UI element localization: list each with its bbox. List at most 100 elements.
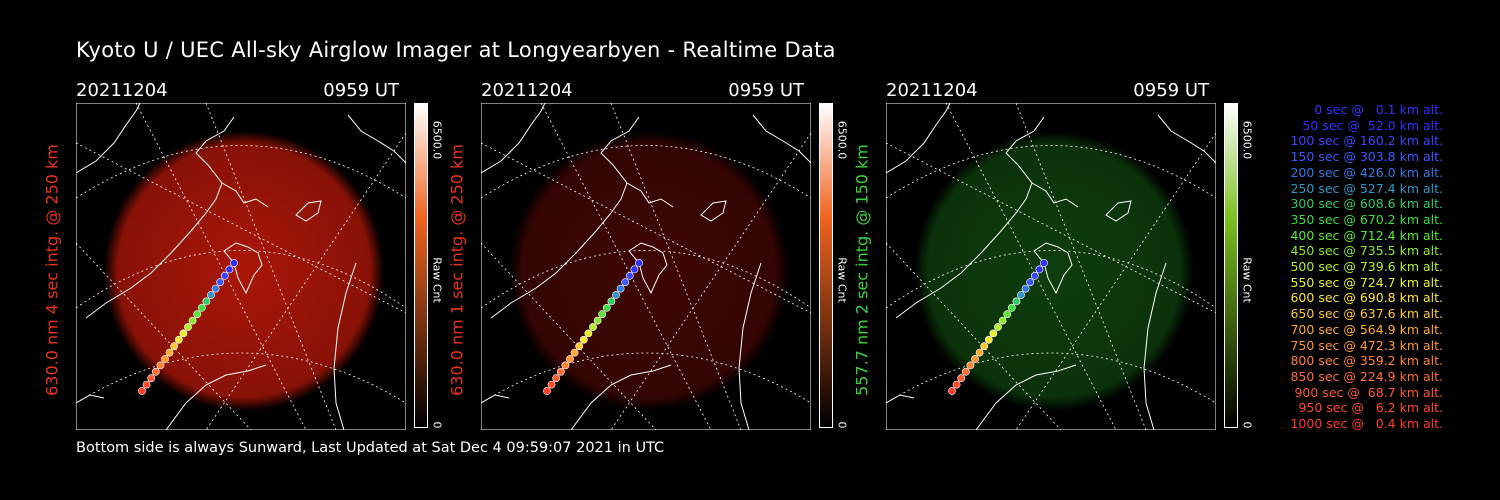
trajectory-point xyxy=(543,387,551,395)
trajectory-point xyxy=(211,284,220,293)
graticule-line xyxy=(610,103,742,430)
trajectory-point xyxy=(179,329,188,338)
page-title: Kyoto U / UEC All-sky Airglow Imager at … xyxy=(76,38,836,62)
panel-time: 0959 UT xyxy=(728,80,804,101)
legend-item: 450 sec @ 735.5 km alt. xyxy=(1290,243,1443,259)
trajectory-point xyxy=(984,335,993,344)
panel-ylabel: 557.7 nm 2 sec intg. @ 150 km xyxy=(852,144,872,396)
trajectory-point xyxy=(151,367,160,376)
coastline xyxy=(481,394,510,404)
coastline xyxy=(481,103,546,174)
legend-item: 600 sec @ 690.8 km alt. xyxy=(1290,290,1443,306)
panel-date: 20211204 xyxy=(886,80,978,101)
allsky-map xyxy=(886,103,1216,430)
coastline xyxy=(886,394,915,404)
footer-note: Bottom side is always Sunward, Last Upda… xyxy=(76,440,665,456)
coastline xyxy=(628,242,668,295)
trajectory-point xyxy=(207,291,215,299)
graticule-line xyxy=(481,145,811,199)
trajectory-point xyxy=(552,374,561,383)
imager-panel-557-2sec: 20211204 0959 UT 557.7 nm 2 sec intg. @ … xyxy=(853,80,1306,430)
trajectory-point xyxy=(625,271,634,280)
colorbar-unit-label: Raw Cnt xyxy=(1240,257,1254,303)
trajectory-point xyxy=(174,335,183,344)
graticule-line xyxy=(540,103,712,430)
panel-ylabel: 630.0 nm 1 sec intg. @ 250 km xyxy=(447,144,467,396)
trajectory-point xyxy=(635,259,643,267)
legend-item: 900 sec @ 68.7 km alt. xyxy=(1294,384,1443,400)
trajectory-point xyxy=(994,323,1002,331)
trajectory-point xyxy=(556,367,565,376)
legend-item: 350 sec @ 670.2 km alt. xyxy=(1290,211,1443,227)
trajectory-point xyxy=(1021,284,1030,293)
coastline xyxy=(700,200,727,222)
coastline xyxy=(221,182,269,208)
trajectory-point xyxy=(147,374,156,383)
trajectory-point xyxy=(616,284,625,293)
trajectory-point xyxy=(980,342,989,351)
trajectory-point xyxy=(1035,265,1044,274)
panel-time: 0959 UT xyxy=(323,80,399,101)
airglow-image xyxy=(104,131,384,411)
trajectory-point xyxy=(570,348,579,357)
trajectory-legend: 0 sec @ 0.1 km alt. 50 sec @ 52.0 km alt… xyxy=(1265,102,1443,432)
airglow-image xyxy=(914,131,1194,411)
trajectory-point xyxy=(1007,303,1016,312)
trajectory-point xyxy=(989,329,998,338)
trajectory-point xyxy=(202,297,211,306)
graticule-line xyxy=(481,142,811,314)
graticule-line xyxy=(886,142,1216,314)
panel-date: 20211204 xyxy=(481,80,573,101)
colorbar-max-label: 6500.0 xyxy=(835,120,849,160)
coastline xyxy=(1033,242,1073,295)
allsky-map xyxy=(76,103,406,430)
colorbar-min-label: 0 xyxy=(430,421,444,429)
trajectory-point xyxy=(966,361,975,370)
legend-item: 400 sec @ 712.4 km alt. xyxy=(1290,227,1443,243)
graticule-line xyxy=(481,250,811,309)
coastline xyxy=(347,114,406,164)
legend-item: 800 sec @ 359.2 km alt. xyxy=(1290,353,1443,369)
trajectory-point xyxy=(142,380,151,389)
graticule-line xyxy=(76,142,406,314)
trajectory-point xyxy=(138,387,146,395)
legend-item: 150 sec @ 303.8 km alt. xyxy=(1290,149,1443,165)
legend-item: 500 sec @ 739.6 km alt. xyxy=(1290,259,1443,275)
colorbar xyxy=(414,103,428,428)
coastline xyxy=(1031,182,1079,208)
trajectory-point xyxy=(607,297,616,306)
legend-item: 0 sec @ 0.1 km alt. xyxy=(1314,102,1443,117)
coastline xyxy=(895,116,1045,319)
trajectory-point xyxy=(1040,259,1048,267)
coastline xyxy=(76,103,141,174)
trajectory-point xyxy=(1003,310,1012,319)
graticule-line xyxy=(76,250,406,309)
colorbar xyxy=(819,103,833,428)
trajectory-point xyxy=(630,265,639,274)
panel-date: 20211204 xyxy=(76,80,168,101)
coastline xyxy=(85,116,235,319)
trajectory-point xyxy=(961,367,970,376)
coastline xyxy=(1143,262,1167,430)
coastline xyxy=(165,364,267,430)
trajectory-point xyxy=(971,355,979,363)
graticule-line xyxy=(205,103,337,430)
colorbar-unit-label: Raw Cnt xyxy=(835,257,849,303)
graticule-line xyxy=(135,103,307,430)
coastline xyxy=(1105,200,1132,222)
trajectory-point xyxy=(1012,297,1021,306)
trajectory-point xyxy=(566,355,574,363)
coastline xyxy=(490,116,640,319)
trajectory-point xyxy=(184,323,192,331)
trajectory-point xyxy=(612,291,620,299)
trajectory-point xyxy=(584,329,593,338)
colorbar-min-label: 0 xyxy=(1240,421,1254,429)
trajectory-point xyxy=(561,361,570,370)
trajectory-point xyxy=(998,316,1007,325)
trajectory-point xyxy=(589,323,597,331)
coastline xyxy=(886,103,951,174)
legend-item: 850 sec @ 224.9 km alt. xyxy=(1290,368,1443,384)
coastline xyxy=(295,200,322,222)
trajectory-point xyxy=(161,355,169,363)
trajectory-point xyxy=(170,342,179,351)
